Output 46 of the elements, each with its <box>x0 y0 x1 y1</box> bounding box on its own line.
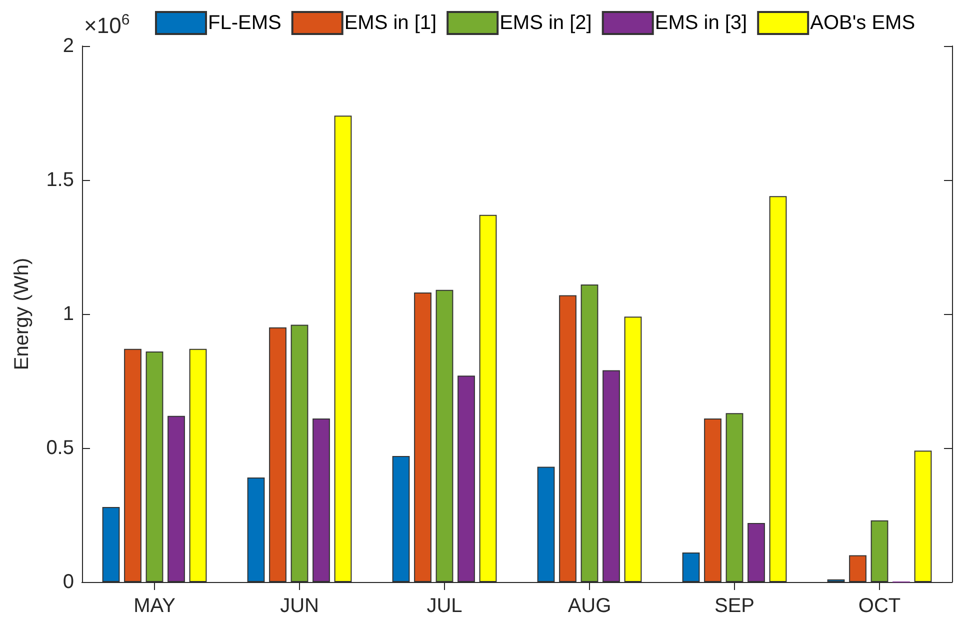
bar <box>704 418 722 582</box>
x-tick-label: JUL <box>426 595 462 617</box>
bar <box>189 348 207 582</box>
x-tick-label: OCT <box>858 595 901 617</box>
bar <box>312 418 330 582</box>
y-tick-label: 1.5 <box>46 169 74 191</box>
x-tick-label: JUN <box>280 595 319 617</box>
bar <box>414 292 432 582</box>
bar <box>849 555 866 582</box>
y-axis-title: Energy (Wh) <box>11 258 33 370</box>
y-tick-label: 0.5 <box>46 437 74 459</box>
bar <box>269 327 286 582</box>
bar <box>602 370 620 582</box>
x-tick-label: AUG <box>568 595 612 617</box>
bar <box>168 416 185 582</box>
legend-label: EMS in [2] <box>500 12 592 34</box>
bar <box>682 552 700 582</box>
legend-label: AOB's EMS <box>810 12 916 34</box>
bar <box>624 316 642 582</box>
bar <box>247 477 265 582</box>
bar <box>458 376 475 582</box>
y-tick-label: 1 <box>62 303 74 325</box>
bar <box>102 506 120 582</box>
bar <box>124 348 142 582</box>
bar <box>914 450 932 582</box>
y-tick-label: 2 <box>62 35 74 57</box>
bar <box>537 466 555 582</box>
bar <box>334 116 352 582</box>
text: ×10$^{6}$ <box>84 12 130 38</box>
bar <box>290 324 308 582</box>
bar <box>748 523 765 582</box>
bar <box>580 284 598 582</box>
bar <box>392 456 410 582</box>
bar <box>436 290 454 582</box>
bar <box>769 196 787 582</box>
x-tick-label: SEP <box>714 595 755 617</box>
bar <box>726 413 744 582</box>
legend-label: FL-EMS <box>208 12 282 34</box>
legend-label: EMS in [3] <box>654 12 748 34</box>
bar <box>146 352 164 582</box>
y-tick-label: 0 <box>62 571 74 593</box>
bar <box>870 520 888 582</box>
x-tick-label: MAY <box>134 595 176 617</box>
bar <box>559 295 576 582</box>
legend-label: EMS in [1] <box>344 12 437 34</box>
bar <box>479 214 497 582</box>
